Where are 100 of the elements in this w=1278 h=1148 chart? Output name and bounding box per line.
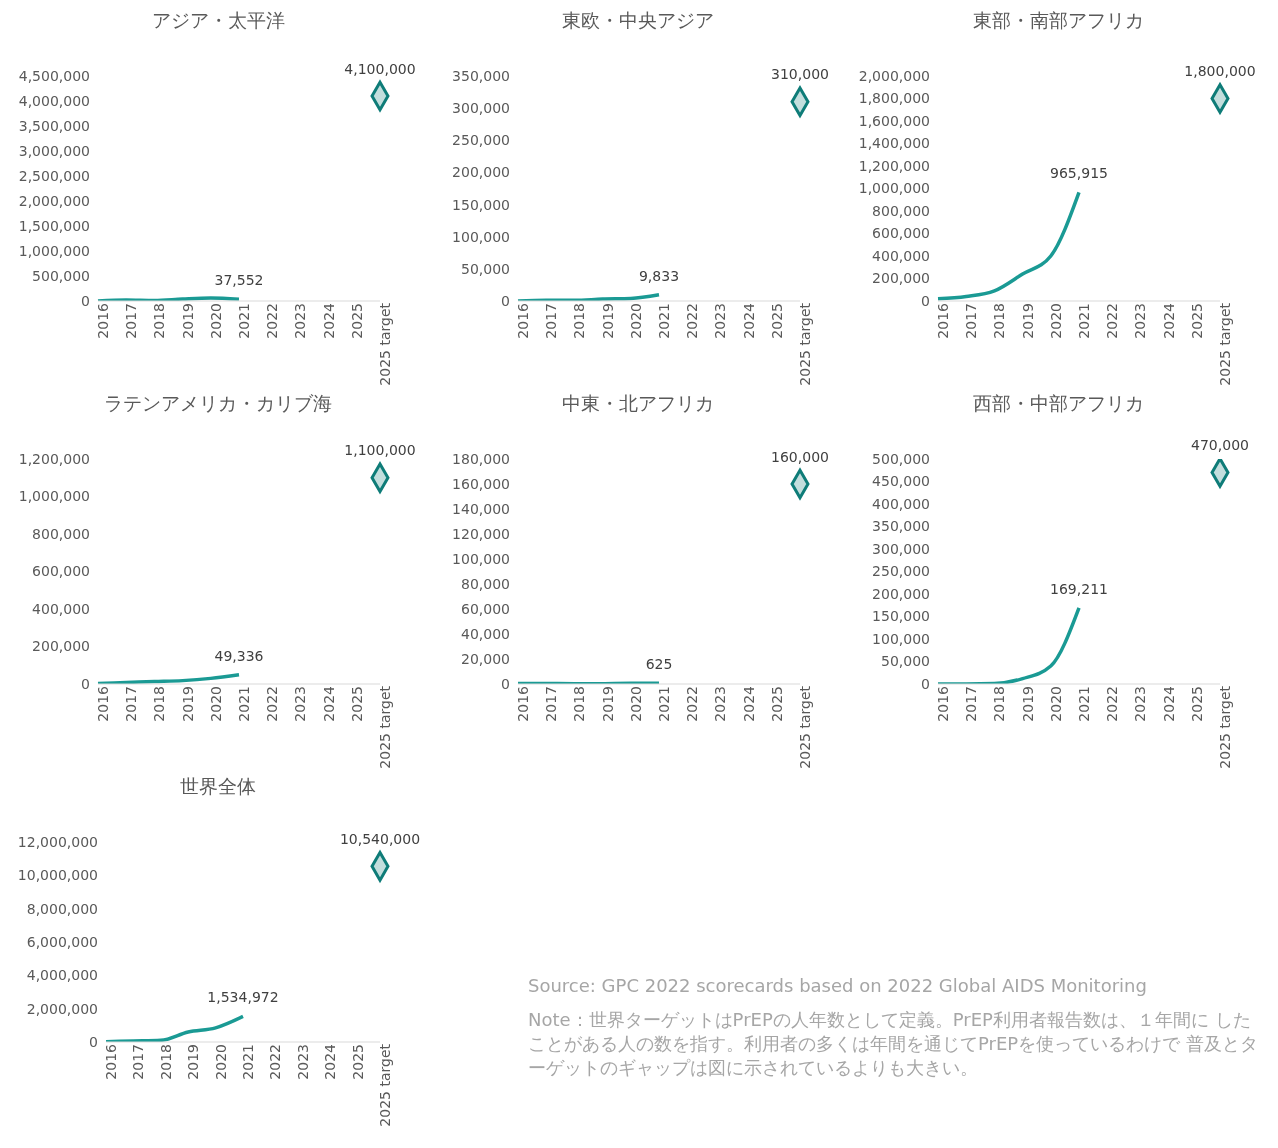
y-tick-label: 1,800,000 — [858, 90, 930, 107]
y-tick-label: 4,500,000 — [18, 67, 90, 84]
y-tick-label: 250,000 — [872, 563, 930, 580]
x-tick-label: 2020 — [212, 1044, 229, 1080]
x-tick-label: 2022 — [684, 303, 701, 339]
y-tick-label: 80,000 — [461, 575, 510, 592]
x-tick-label: 2018 — [151, 303, 168, 339]
x-tick-label: 2025 target — [1216, 685, 1233, 769]
y-tick-label: 200,000 — [452, 164, 510, 181]
x-tick-label: 2022 — [267, 1044, 284, 1080]
x-tick-label: 2020 — [207, 686, 224, 722]
y-tick-label: 0 — [81, 292, 90, 309]
line-series — [104, 1014, 245, 1042]
x-tick-label: 2023 — [292, 303, 309, 339]
chart-title: ラテンアメリカ・カリブ海 — [103, 391, 333, 416]
x-tick-label: 2025 — [768, 686, 785, 722]
y-tick-label: 500,000 — [32, 267, 90, 284]
y-tick-label: 3,500,000 — [18, 117, 90, 134]
y-tick-label: 1,200,000 — [18, 450, 90, 467]
y-tick-label: 100,000 — [452, 228, 510, 245]
x-tick-label: 2017 — [963, 686, 980, 722]
x-tick-label: 2022 — [1104, 686, 1121, 722]
y-tick-label: 1,000,000 — [18, 488, 90, 505]
x-tick-label: 2025 target — [376, 302, 393, 386]
data-label: 470,000 — [1191, 437, 1249, 454]
data-label: 10,540,000 — [339, 830, 421, 847]
x-tick-label: 2025 — [1188, 303, 1205, 339]
x-tick-label: 2020 — [627, 686, 644, 722]
x-tick-label: 2016 — [934, 302, 951, 339]
y-tick-label: 140,000 — [452, 500, 510, 517]
x-tick-label: 2024 — [322, 1043, 339, 1080]
x-tick-label: 2019 — [179, 686, 196, 722]
y-tick-label: 150,000 — [872, 608, 930, 625]
y-tick-label: 50,000 — [881, 653, 930, 670]
x-tick-label: 2024 — [1160, 302, 1177, 339]
chart-title: 世界全体 — [179, 774, 257, 799]
y-tick-label: 20,000 — [461, 650, 510, 667]
y-tick-label: 400,000 — [872, 495, 930, 512]
y-tick-label: 450,000 — [872, 473, 930, 490]
x-tick-label: 2024 — [740, 302, 757, 339]
y-tick-label: 12,000,000 — [17, 833, 98, 850]
y-tick-label: 400,000 — [32, 600, 90, 617]
x-tick-label: 2016 — [514, 302, 531, 339]
y-tick-label: 1,600,000 — [858, 112, 930, 129]
y-tick-label: 200,000 — [872, 585, 930, 602]
x-tick-label: 2025 — [348, 303, 365, 339]
y-tick-label: 8,000,000 — [26, 900, 98, 917]
x-tick-label: 2021 — [235, 303, 252, 339]
x-tick-label: 2021 — [239, 1044, 256, 1080]
x-tick-label: 2019 — [179, 303, 196, 339]
y-tick-label: 2,000,000 — [26, 1000, 98, 1017]
x-tick-label: 2016 — [94, 685, 111, 722]
x-tick-label: 2023 — [1132, 686, 1149, 722]
x-tick-label: 2019 — [185, 1044, 202, 1080]
y-tick-label: 300,000 — [452, 100, 510, 117]
y-tick-label: 180,000 — [452, 450, 510, 467]
x-tick-label: 2016 — [94, 302, 111, 339]
x-tick-label: 2020 — [1047, 686, 1064, 722]
y-tick-label: 160,000 — [452, 475, 510, 492]
y-tick-label: 6,000,000 — [26, 933, 98, 950]
x-tick-label: 2021 — [655, 686, 672, 722]
chart-title: アジア・太平洋 — [150, 8, 286, 33]
x-tick-label: 2017 — [543, 686, 560, 722]
y-tick-label: 600,000 — [872, 225, 930, 242]
x-tick-label: 2025 — [349, 1044, 366, 1080]
x-tick-label: 2025 target — [796, 302, 813, 386]
source-note: Source: GPC 2022 scorecards based on 2022 Global AIDS Monitoring — [528, 975, 1148, 996]
y-tick-label: 300,000 — [872, 540, 930, 557]
x-tick-label: 2025 target — [376, 685, 393, 769]
y-tick-label: 100,000 — [452, 550, 510, 567]
data-label: 9,833 — [638, 267, 680, 284]
x-tick-label: 2017 — [130, 1044, 147, 1080]
x-tick-label: 2021 — [1075, 686, 1092, 722]
y-tick-label: 350,000 — [872, 518, 930, 535]
x-tick-label: 2017 — [123, 686, 140, 722]
chart-title: 東欧・中央アジア — [561, 8, 715, 33]
x-tick-label: 2025 target — [796, 685, 813, 769]
y-tick-label: 800,000 — [32, 525, 90, 542]
text: Note：世界ターゲットはPrEPの人年数として定義。PrEP利用者報告数は、１年間に したことがある人の数を指す。利用者の多くは年間を通じてPrEPを使っているわけで 普及とターゲットのギャップは図に示されているよりも大きい。 — [528, 1008, 1258, 1080]
data-label: 625 — [645, 656, 673, 673]
x-tick-label: 2019 — [599, 303, 616, 339]
y-tick-label: 350,000 — [452, 67, 510, 84]
x-tick-label: 2021 — [1075, 303, 1092, 339]
y-tick-label: 1,200,000 — [858, 157, 930, 174]
x-tick-label: 2016 — [514, 685, 531, 722]
y-tick-label: 500,000 — [872, 450, 930, 467]
x-tick-label: 2020 — [627, 303, 644, 339]
data-label: 160,000 — [771, 448, 829, 465]
data-label: 1,100,000 — [344, 442, 416, 459]
x-tick-label: 2023 — [712, 686, 729, 722]
data-label: 965,915 — [1050, 165, 1108, 182]
x-tick-label: 2020 — [207, 303, 224, 339]
y-tick-label: 0 — [89, 1033, 98, 1050]
line-series — [936, 606, 1081, 684]
x-tick-label: 2023 — [292, 686, 309, 722]
x-tick-label: 2022 — [264, 686, 281, 722]
y-tick-label: 400,000 — [872, 247, 930, 264]
y-tick-label: 1,000,000 — [858, 180, 930, 197]
y-tick-label: 3,000,000 — [18, 142, 90, 159]
x-tick-label: 2025 — [768, 303, 785, 339]
